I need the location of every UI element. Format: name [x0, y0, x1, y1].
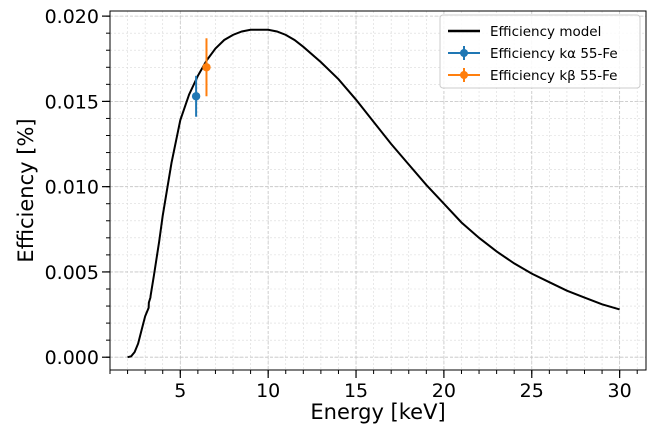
- data-point: [191, 92, 201, 101]
- legend: Efficiency model Efficiency kα 55-Fe Effic…: [439, 14, 641, 89]
- plot-frame: [109, 10, 647, 371]
- y-tick-label: 0.020: [45, 6, 99, 28]
- data-point: [202, 63, 211, 72]
- y-axis-title: Efficiency [%]: [14, 118, 38, 262]
- x-tick-label: 5: [174, 380, 186, 402]
- axis-ticks: [102, 15, 638, 378]
- x-tick-label: 25: [520, 380, 544, 402]
- y-tick-labels: 0.000 0.005 0.010 0.015 0.020: [45, 6, 99, 369]
- x-axis-title: Energy [keV]: [310, 400, 445, 424]
- legend-marker: [460, 71, 468, 79]
- x-tick-labels: 5 10 15 20 25 30: [174, 380, 631, 402]
- legend-box: [439, 14, 641, 89]
- data-points: [191, 38, 211, 117]
- legend-label: Efficiency kα 55-Fe: [490, 46, 618, 62]
- y-tick-label: 0.015: [45, 91, 99, 113]
- plot-area: [127, 28, 620, 359]
- y-tick-label: 0.000: [45, 347, 99, 369]
- x-tick-label: 10: [256, 380, 280, 402]
- efficiency-model-line: [127, 28, 620, 359]
- legend-marker: [460, 49, 468, 57]
- x-tick-label: 15: [344, 380, 368, 402]
- major-grid: [110, 11, 646, 370]
- x-tick-label: 20: [432, 380, 456, 402]
- legend-label: Efficiency model: [490, 24, 601, 40]
- y-tick-label: 0.005: [45, 262, 99, 284]
- x-tick-label: 30: [608, 380, 632, 402]
- y-tick-label: 0.010: [45, 177, 99, 199]
- legend-label: Efficiency kβ 55-Fe: [490, 68, 617, 84]
